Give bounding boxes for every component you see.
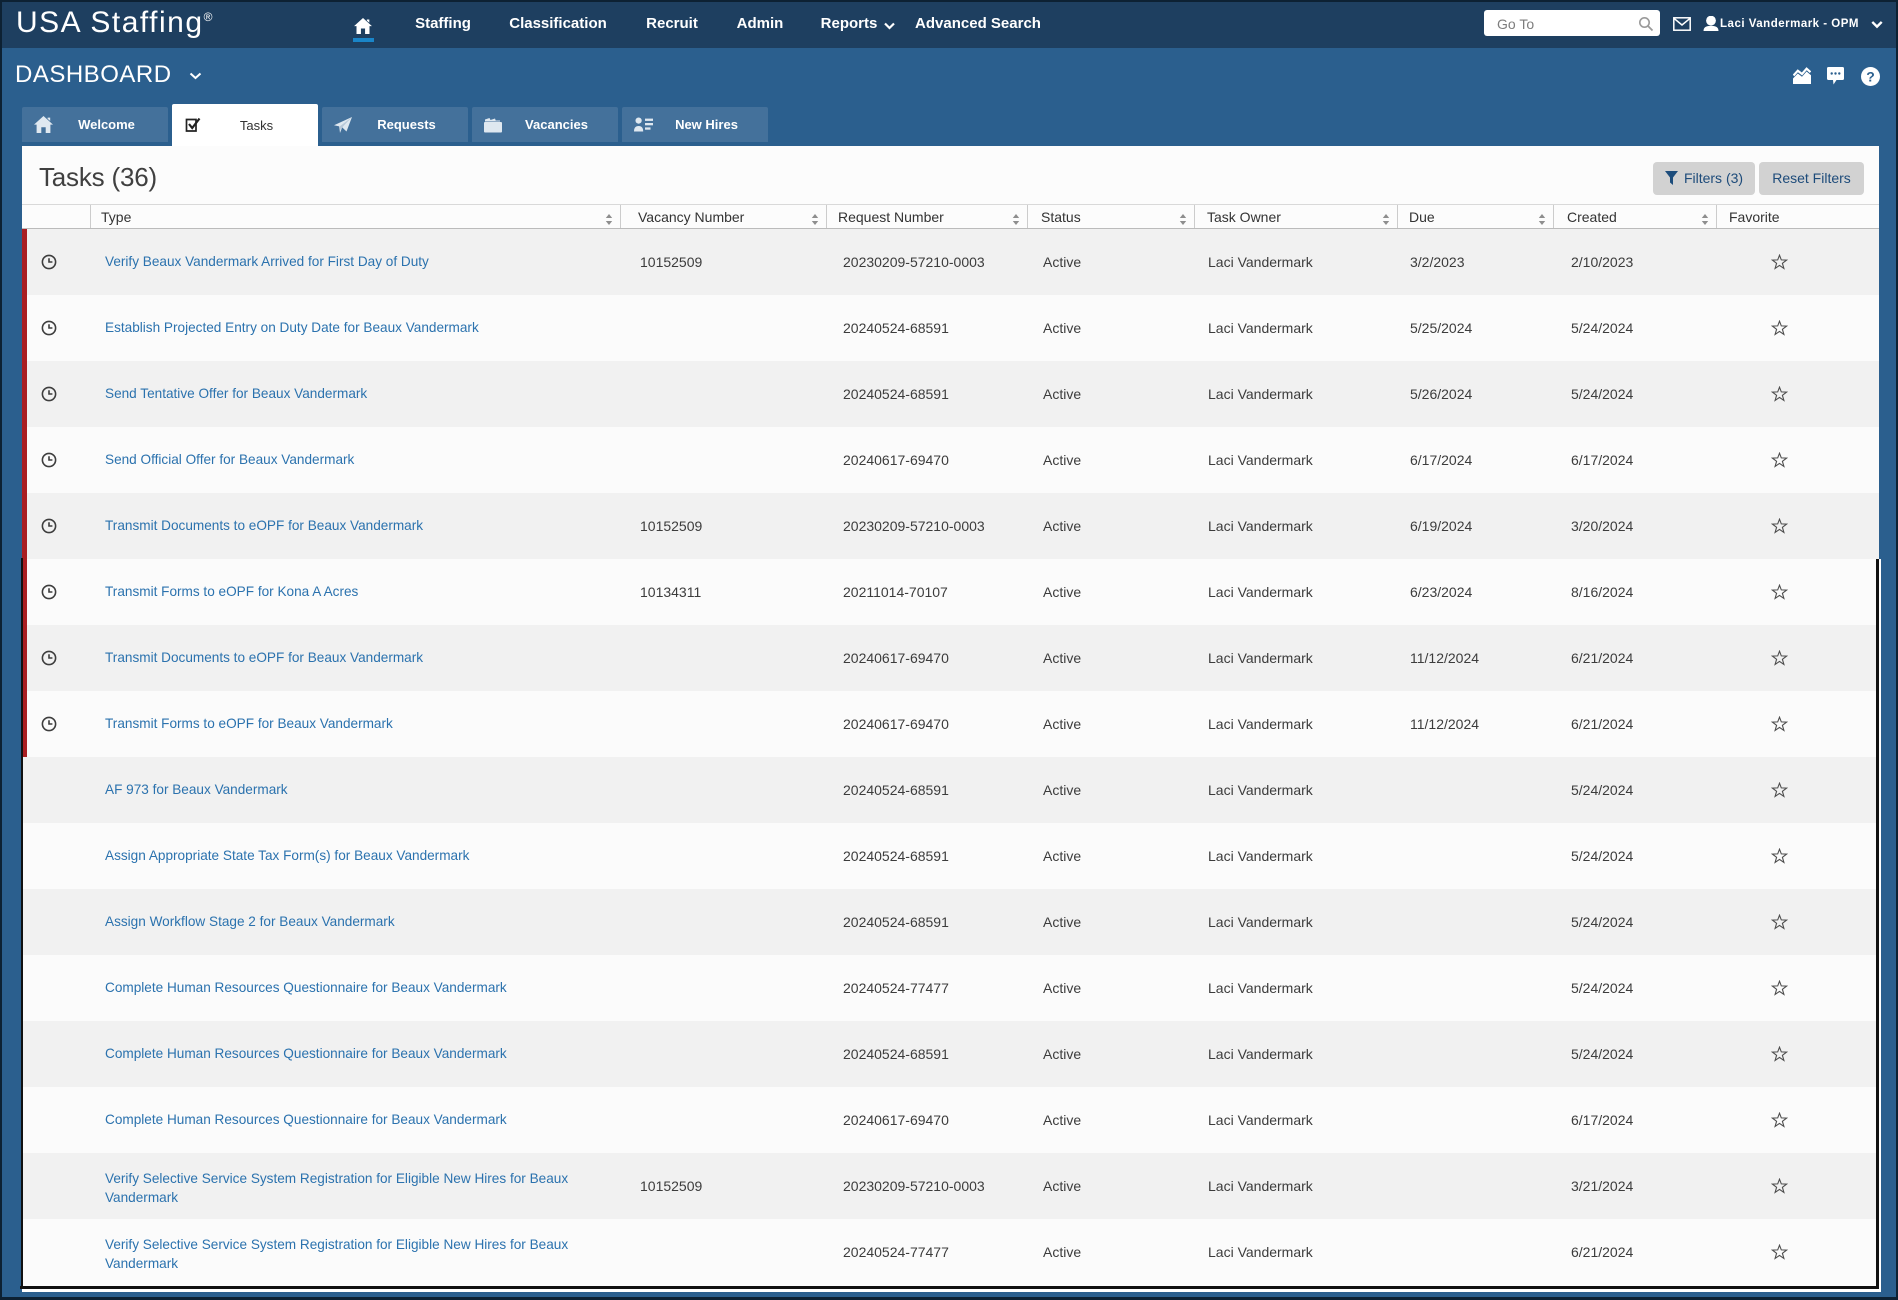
svg-text:?: ? bbox=[1866, 68, 1875, 84]
